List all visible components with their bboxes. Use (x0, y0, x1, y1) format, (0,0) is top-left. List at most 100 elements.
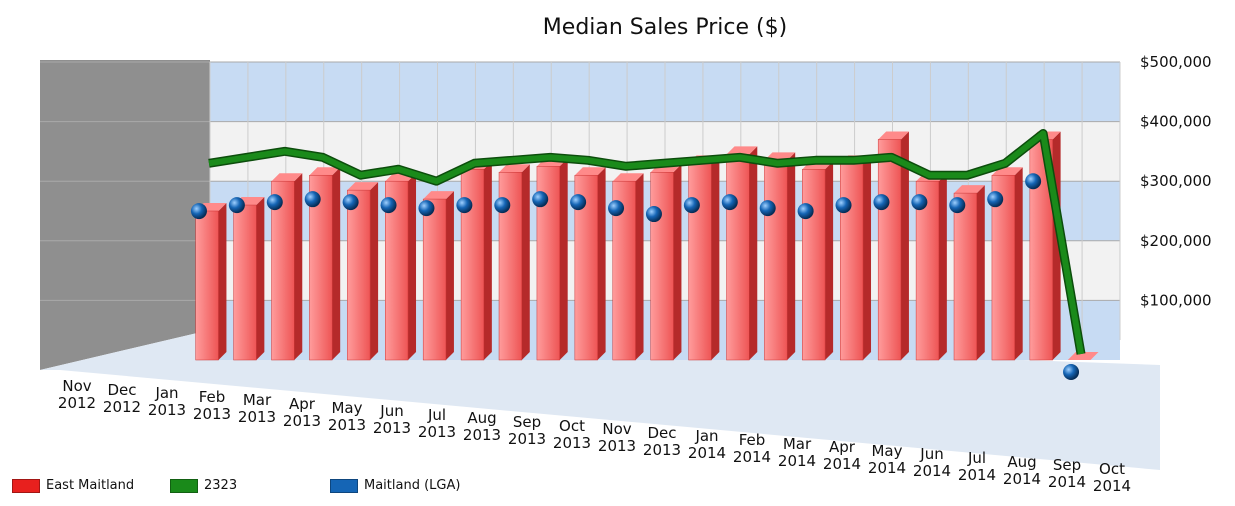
x-tick-label: Mar 2014 (777, 434, 817, 470)
bar-side (825, 161, 834, 360)
bar-group (271, 173, 303, 361)
bar-group (840, 155, 872, 361)
x-tick-label: Aug 2013 (462, 409, 502, 445)
bar-group (953, 185, 985, 361)
bar-side (521, 164, 530, 360)
bar (347, 189, 371, 361)
chart-title: Median Sales Price ($) (543, 15, 787, 40)
x-tick-label: Jun 2014 (912, 445, 952, 481)
point (456, 197, 473, 214)
bar-side (711, 155, 720, 360)
bar (840, 163, 864, 361)
legend-item: Maitland (LGA) (330, 478, 460, 493)
point (190, 203, 207, 220)
x-tick-label: Jan 2014 (687, 427, 727, 463)
bar-group (688, 155, 720, 361)
bar-group (802, 161, 834, 361)
bar-side (787, 152, 796, 360)
x-tick-label: Sep 2013 (507, 413, 547, 448)
x-tick-label: Dec 2013 (642, 423, 682, 459)
bar (536, 166, 560, 361)
legend-item: 2323 (170, 478, 237, 493)
bar-top (726, 146, 758, 155)
bar (915, 180, 940, 361)
point (949, 197, 966, 214)
x-tick-label: Nov 2013 (597, 420, 637, 456)
point (228, 197, 245, 214)
bar (688, 163, 712, 361)
bar-top (309, 167, 341, 176)
point (1063, 364, 1080, 380)
x-tick-label: Sep 2014 (1047, 456, 1087, 492)
x-tick-label: Jul 2013 (417, 405, 457, 441)
bar-side (635, 173, 644, 360)
bar (498, 172, 523, 361)
point (1025, 173, 1042, 190)
bar-side (332, 167, 341, 360)
bar-group (574, 167, 606, 361)
bar (953, 192, 978, 361)
bar-group (195, 203, 227, 361)
bar-side (294, 173, 303, 360)
y-tick-label: $400,000 (1140, 113, 1212, 131)
bar (271, 180, 295, 361)
bar-top (271, 173, 303, 182)
point (418, 200, 435, 217)
bar-side (749, 146, 758, 360)
bar-group (498, 164, 530, 361)
point (645, 206, 662, 223)
bar-side (256, 197, 265, 360)
point (721, 194, 738, 211)
point (797, 203, 814, 220)
bar-group (764, 152, 796, 361)
bar-group (460, 161, 492, 361)
x-tick-label: Jan 2013 (147, 384, 187, 420)
legend-label: Maitland (LGA) (364, 478, 461, 493)
x-tick-label: Jul 2014 (957, 449, 997, 484)
bar (460, 169, 485, 361)
bar (650, 172, 674, 361)
x-tick-label: Feb 2014 (732, 431, 772, 466)
point (835, 197, 852, 214)
x-tick-label: Oct 2014 (1092, 459, 1132, 495)
side-wall (40, 60, 210, 370)
x-tick-label: Nov 2012 (57, 377, 97, 412)
bar (877, 139, 902, 361)
point (683, 197, 700, 214)
legend-label: East Maitland (46, 478, 135, 493)
y-tick-label: $300,000 (1140, 172, 1212, 190)
legend-item: East Maitland (12, 478, 134, 493)
bar-group (309, 167, 341, 361)
bar (764, 160, 788, 361)
bar-group (233, 197, 265, 361)
point (266, 194, 283, 211)
bar-group (1067, 352, 1099, 360)
bar-side (938, 173, 947, 360)
legend-swatch (330, 478, 358, 493)
x-tick-label: Feb 2013 (192, 387, 232, 423)
point (304, 191, 321, 208)
line (208, 130, 1084, 355)
bar (991, 174, 1015, 361)
bar-side (445, 191, 454, 360)
x-tick-label: May 2014 (867, 441, 907, 477)
bar-top (1067, 352, 1099, 360)
x-tick-label: Jun 2013 (372, 402, 412, 438)
bar-top (878, 131, 909, 140)
bar-group (422, 191, 454, 361)
bar-group (991, 167, 1023, 361)
point (532, 191, 549, 208)
x-tick-label: Dec 2012 (102, 380, 142, 416)
bar-side (370, 182, 379, 360)
bar-side (559, 158, 568, 360)
bar-side (408, 173, 417, 360)
legend-swatch (12, 478, 40, 493)
bar (422, 198, 447, 361)
bar-side (1014, 167, 1023, 360)
y-tick-label: $100,000 (1140, 291, 1212, 309)
bar (802, 169, 826, 361)
point (911, 194, 928, 211)
point (759, 200, 776, 217)
bar (233, 204, 257, 361)
